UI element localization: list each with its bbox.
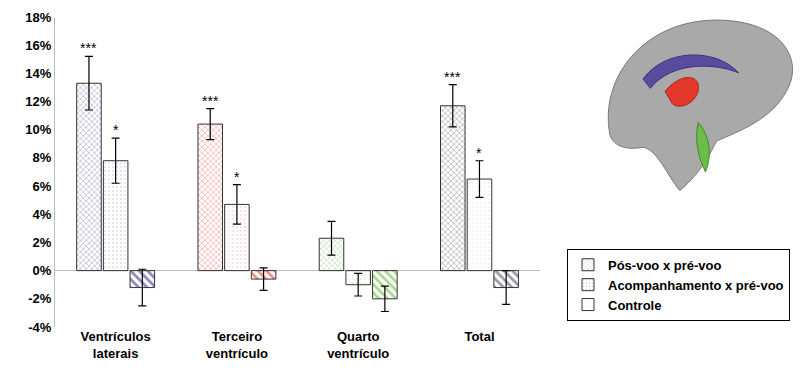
svg-text:*: *	[476, 145, 482, 161]
svg-text:Pós-voo x pré-voo: Pós-voo x pré-voo	[608, 258, 721, 273]
svg-text:Acompanhamento x pré-voo: Acompanhamento x pré-voo	[608, 278, 784, 293]
svg-text:Quartoventrículo: Quartoventrículo	[327, 329, 389, 361]
svg-text:18%: 18%	[25, 10, 51, 25]
svg-text:Controle: Controle	[608, 298, 661, 313]
svg-text:4%: 4%	[33, 207, 52, 222]
svg-text:8%: 8%	[33, 150, 52, 165]
svg-text:***: ***	[202, 93, 219, 109]
svg-text:16%: 16%	[25, 38, 51, 53]
svg-text:Ventrículoslaterais: Ventrículoslaterais	[81, 329, 151, 361]
svg-text:0%: 0%	[33, 263, 52, 278]
svg-text:6%: 6%	[33, 179, 52, 194]
svg-text:-4%: -4%	[28, 320, 52, 335]
svg-text:***: ***	[444, 69, 461, 85]
svg-text:12%: 12%	[25, 94, 51, 109]
svg-text:14%: 14%	[25, 66, 51, 81]
svg-text:-2%: -2%	[28, 291, 52, 306]
svg-text:Terceiroventrículo: Terceiroventrículo	[206, 329, 268, 361]
svg-text:10%: 10%	[25, 122, 51, 137]
svg-text:*: *	[234, 169, 240, 185]
svg-text:*: *	[113, 122, 119, 138]
svg-text:2%: 2%	[33, 235, 52, 250]
svg-text:Total: Total	[464, 329, 494, 344]
svg-text:***: ***	[80, 40, 97, 56]
